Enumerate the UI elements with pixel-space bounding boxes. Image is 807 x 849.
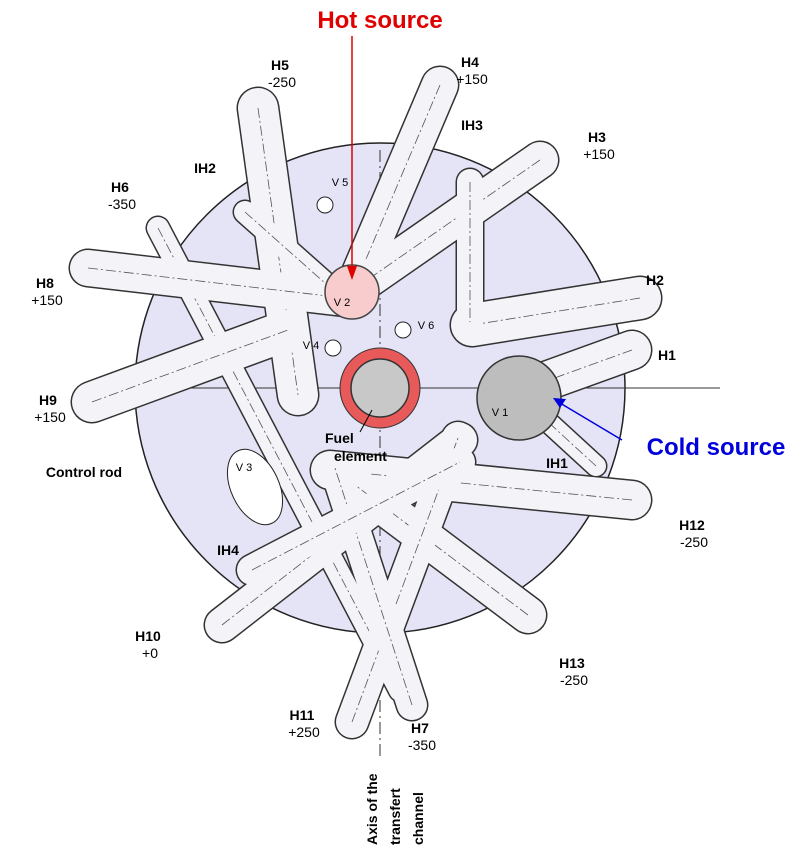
- tube-axis: [534, 409, 597, 467]
- tube-level: -350: [108, 196, 136, 212]
- vessel: [226, 448, 284, 526]
- hot-source-label: Hot source: [317, 7, 442, 34]
- tube-name: H4: [461, 54, 479, 70]
- tube-name: H10: [135, 628, 161, 644]
- vessel: [394, 321, 412, 339]
- tube-name: H8: [36, 275, 54, 291]
- tube-level: -250: [680, 534, 708, 550]
- tube-axis: [329, 469, 633, 501]
- axis-label: channel: [410, 792, 426, 845]
- tube-level: +150: [31, 292, 63, 308]
- vessel-label: V 5: [332, 177, 349, 189]
- fuel-element: [350, 358, 410, 418]
- tube-axis: [251, 461, 461, 571]
- labels: H5-250H4+150H3+150H6-350H8+150H2H1H9+150…: [31, 54, 708, 753]
- vessel-label: V 1: [492, 407, 509, 419]
- tube-axis: [244, 211, 336, 293]
- tube-level: +0: [142, 645, 158, 661]
- tube-name: IH3: [461, 117, 483, 133]
- vessel-label: V 2: [334, 297, 351, 309]
- arrow-head: [553, 398, 566, 408]
- tube-name: H5: [271, 57, 289, 73]
- arrows: [347, 36, 623, 441]
- tube-name: H2: [646, 272, 664, 288]
- tube-level: -250: [560, 672, 588, 688]
- vessel: [324, 339, 342, 357]
- vessel-label: V 3: [236, 462, 253, 474]
- axis-label: transfert: [387, 788, 403, 845]
- tube-level: +250: [288, 724, 320, 740]
- tube-name: H11: [290, 707, 315, 723]
- fuel-label: element: [334, 448, 387, 464]
- tube-level: -250: [268, 74, 296, 90]
- tube-name: IH1: [546, 455, 568, 471]
- tube-axis: [354, 84, 441, 286]
- tube-name: IH2: [194, 160, 216, 176]
- cold-source: [476, 355, 562, 441]
- vessel-label: V 4: [303, 340, 320, 352]
- vessel-label: V 6: [418, 320, 435, 332]
- tube-axis: [471, 297, 641, 326]
- tube-name: H7: [411, 720, 429, 736]
- tube-name: H3: [588, 129, 606, 145]
- cold-arrow: [559, 402, 623, 441]
- tube-axis: [91, 329, 289, 403]
- tube-name: H9: [39, 392, 57, 408]
- cold-source-label: Cold source: [647, 434, 786, 461]
- control-rod-label: Control rod: [46, 464, 122, 480]
- fuel-label: Fuel: [325, 430, 354, 446]
- arrow-head: [347, 266, 357, 280]
- fuel-pointer: [359, 409, 373, 433]
- tube-level: +150: [583, 146, 615, 162]
- tube-name: IH4: [217, 542, 239, 558]
- tube-name: H13: [559, 655, 585, 671]
- tube-level: -350: [408, 737, 436, 753]
- tube-level: +150: [34, 409, 66, 425]
- tube-axis: [157, 227, 401, 691]
- tube-axis: [359, 159, 541, 286]
- tube-level: +150: [456, 71, 488, 87]
- vessels: [226, 196, 562, 526]
- tube-name: H6: [111, 179, 129, 195]
- tube-name: H12: [679, 517, 705, 533]
- tube-axis: [87, 267, 346, 299]
- axis-label: Axis of the: [364, 773, 380, 845]
- vessel: [316, 196, 334, 214]
- tube-name: H1: [658, 347, 676, 363]
